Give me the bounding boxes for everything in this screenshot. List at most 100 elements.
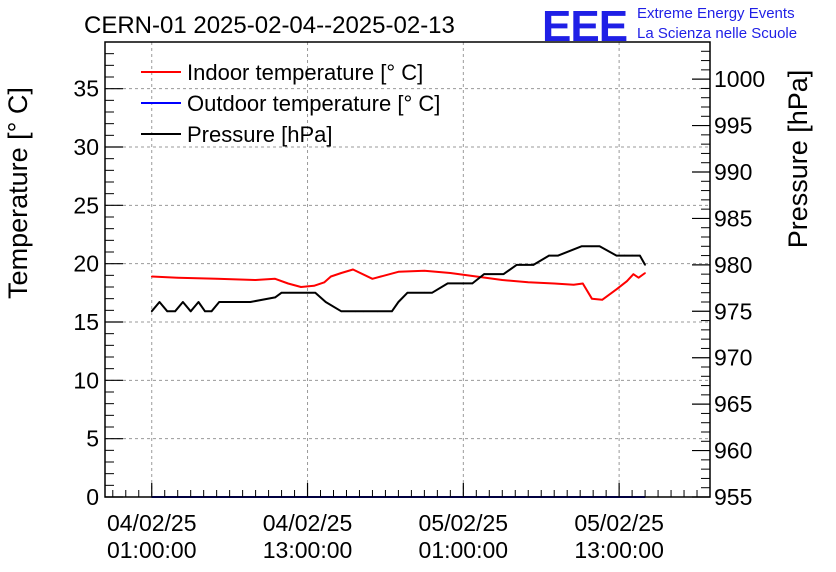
data-point-pressure bbox=[446, 282, 449, 285]
y2-tick-label: 985 bbox=[714, 205, 752, 231]
x-tick-label-time: 01:00:00 bbox=[107, 537, 197, 563]
data-point-indoor bbox=[300, 286, 302, 288]
data-point-pressure bbox=[557, 254, 559, 257]
data-point-indoor bbox=[274, 278, 276, 280]
data-point-indoor bbox=[330, 275, 332, 278]
data-point-pressure bbox=[197, 301, 200, 303]
data-point-indoor bbox=[626, 280, 628, 283]
y-tick-label: 10 bbox=[73, 367, 99, 393]
y2-tick-label: 955 bbox=[714, 484, 752, 510]
data-point-indoor bbox=[591, 297, 593, 300]
data-point-indoor bbox=[572, 283, 575, 286]
data-point-pressure bbox=[340, 310, 343, 313]
data-point-pressure bbox=[362, 310, 365, 313]
y-tick-label: 25 bbox=[73, 192, 99, 218]
data-point-pressure bbox=[591, 245, 593, 248]
data-point-pressure bbox=[189, 310, 192, 313]
data-point-indoor bbox=[582, 282, 584, 285]
data-point-indoor bbox=[254, 279, 257, 281]
y2-tick-label: 995 bbox=[714, 113, 752, 139]
data-point-pressure bbox=[249, 301, 252, 303]
data-point-indoor bbox=[287, 282, 289, 285]
data-point-pressure bbox=[239, 301, 241, 303]
data-point-pressure bbox=[515, 264, 518, 266]
data-point-pressure bbox=[274, 296, 276, 299]
eee-logo-letters: EEE bbox=[542, 2, 627, 51]
data-point-indoor bbox=[632, 273, 635, 276]
x-tick-label-date: 04/02/25 bbox=[263, 510, 353, 536]
data-point-pressure bbox=[166, 310, 169, 313]
data-point-indoor bbox=[397, 271, 400, 273]
data-point-indoor bbox=[475, 275, 478, 278]
chart-title: CERN-01 2025-02-04--2025-02-13 bbox=[84, 12, 455, 39]
data-point-pressure bbox=[218, 301, 220, 303]
y2-tick-label: 980 bbox=[714, 252, 752, 278]
legend-label-outdoor: Outdoor temperature [° C] bbox=[187, 91, 440, 116]
data-point-indoor bbox=[150, 275, 153, 278]
y-tick-label: 0 bbox=[86, 484, 99, 510]
data-point-indoor bbox=[644, 272, 646, 274]
data-point-pressure bbox=[598, 245, 601, 248]
x-tick-label-date: 04/02/25 bbox=[107, 510, 197, 536]
y2-axis-title: Pressure [hPa] bbox=[783, 70, 813, 249]
data-point-pressure bbox=[324, 301, 327, 303]
x-tick-label-date: 05/02/25 bbox=[574, 510, 664, 536]
y-tick-label: 30 bbox=[73, 134, 99, 160]
data-point-pressure bbox=[397, 301, 400, 303]
data-point-pressure bbox=[305, 291, 308, 294]
data-point-pressure bbox=[423, 291, 426, 294]
data-point-pressure bbox=[623, 254, 626, 257]
y2-tick-label: 990 bbox=[714, 159, 752, 185]
data-point-pressure bbox=[580, 245, 583, 248]
data-point-indoor bbox=[601, 299, 603, 301]
series-layer bbox=[150, 245, 646, 498]
data-point-pressure bbox=[158, 301, 161, 303]
y2-tick-label: 1000 bbox=[714, 66, 765, 92]
data-point-indoor bbox=[352, 268, 354, 271]
legend-label-pressure: Pressure [hPa] bbox=[187, 122, 333, 147]
eee-logo: EEE bbox=[542, 2, 628, 51]
x-tick-label-time: 13:00:00 bbox=[263, 537, 353, 563]
data-point-indoor bbox=[176, 276, 179, 279]
y-axis-title: Temperature [° C] bbox=[3, 87, 33, 299]
eee-line1: Extreme Energy Events bbox=[637, 5, 795, 22]
axes-layer: 0 5 10 15 20 25 30 35 955 960 965 970 975 980 985 990 99… bbox=[73, 50, 765, 563]
y2-tick-label: 960 bbox=[714, 438, 752, 464]
data-point-indoor bbox=[423, 269, 426, 272]
x-tick-label-time: 13:00:00 bbox=[574, 537, 664, 563]
legend: Indoor temperature [° C] Outdoor tempera… bbox=[141, 60, 440, 147]
data-point-pressure bbox=[204, 310, 206, 313]
data-point-pressure bbox=[639, 254, 641, 257]
data-point-pressure bbox=[431, 291, 434, 294]
y-tick-label: 5 bbox=[86, 426, 99, 452]
y-tick-label: 15 bbox=[73, 309, 99, 335]
eee-line2: La Scienza nelle Scuole bbox=[637, 25, 797, 42]
data-point-indoor bbox=[449, 272, 452, 274]
x-tick-label-time: 01:00:00 bbox=[419, 537, 509, 563]
data-point-pressure bbox=[644, 264, 646, 266]
y2-tick-label: 970 bbox=[714, 345, 752, 371]
data-point-pressure bbox=[406, 291, 409, 294]
series-line-pressure bbox=[150, 245, 646, 313]
series-line-indoor bbox=[151, 268, 646, 301]
data-point-pressure bbox=[354, 310, 357, 313]
data-point-indoor bbox=[323, 281, 326, 284]
x-tick-label-date: 05/02/25 bbox=[419, 510, 509, 536]
data-point-pressure bbox=[631, 254, 633, 257]
data-point-pressure bbox=[502, 273, 505, 275]
data-point-pressure bbox=[280, 291, 283, 294]
data-point-pressure bbox=[471, 282, 474, 285]
grid bbox=[105, 42, 710, 497]
data-point-indoor bbox=[527, 281, 529, 284]
y2-tick-label: 965 bbox=[714, 391, 752, 417]
data-point-pressure bbox=[182, 301, 184, 303]
data-point-pressure bbox=[461, 282, 463, 285]
data-point-indoor bbox=[313, 285, 315, 287]
plot-frame bbox=[104, 41, 711, 498]
data-point-pressure bbox=[548, 254, 550, 257]
data-point-pressure bbox=[532, 264, 535, 266]
y-tick-label: 20 bbox=[73, 251, 99, 277]
data-point-pressure bbox=[615, 254, 618, 257]
data-point-indoor bbox=[215, 278, 218, 280]
